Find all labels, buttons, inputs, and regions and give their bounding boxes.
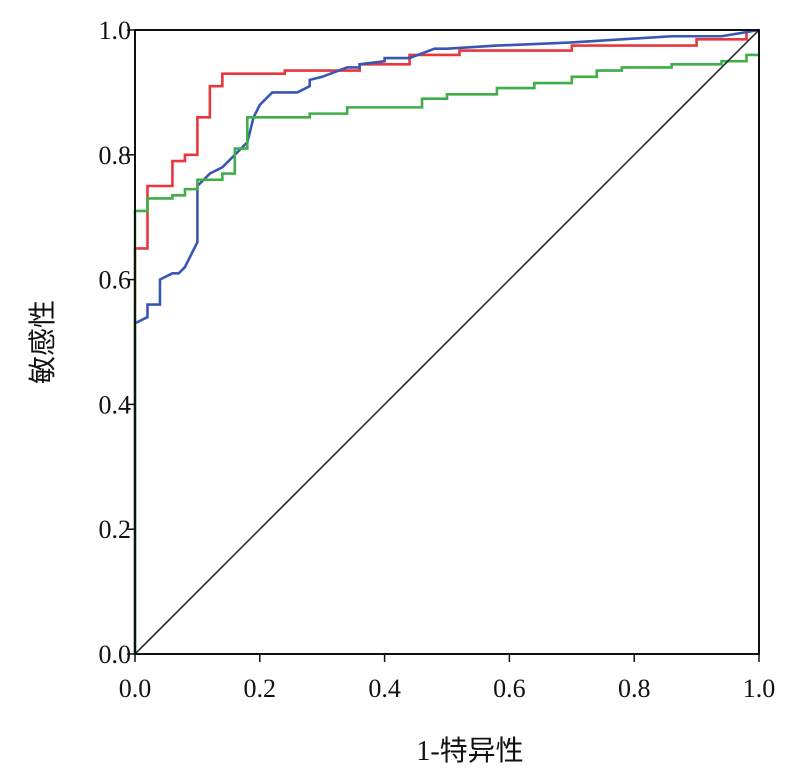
tick-layer: 0.0 0.2 0.4 0.6 0.8 1.0 0.0 0.2 0.4 0.6 0.8 1.0	[99, 16, 776, 703]
y-axis-title: 敏感性	[27, 300, 59, 384]
series-line-3	[133, 53, 759, 654]
y-tick-label: 0.6	[99, 266, 132, 295]
series-line-2	[133, 28, 760, 654]
x-tick-label: 0.6	[493, 674, 526, 703]
y-tick-label: 0.4	[99, 390, 132, 419]
x-tick-label: 1.0	[743, 674, 776, 703]
x-tick-label: 0.8	[618, 674, 651, 703]
plot-frame	[134, 29, 760, 655]
x-tick-label: 0.2	[244, 674, 277, 703]
series-layer	[133, 28, 760, 655]
y-tick-label: 0.2	[99, 515, 132, 544]
x-tick-label: 0.4	[368, 674, 401, 703]
series-line-4	[134, 29, 760, 655]
y-tick-label: 1.0	[99, 16, 132, 45]
y-tick-label: 0.8	[99, 141, 132, 170]
y-tick-label: 0.0	[99, 640, 132, 669]
x-axis-title: 1-特异性	[416, 735, 523, 767]
x-tick-label: 0.0	[119, 674, 152, 703]
series-line-1	[133, 30, 748, 654]
